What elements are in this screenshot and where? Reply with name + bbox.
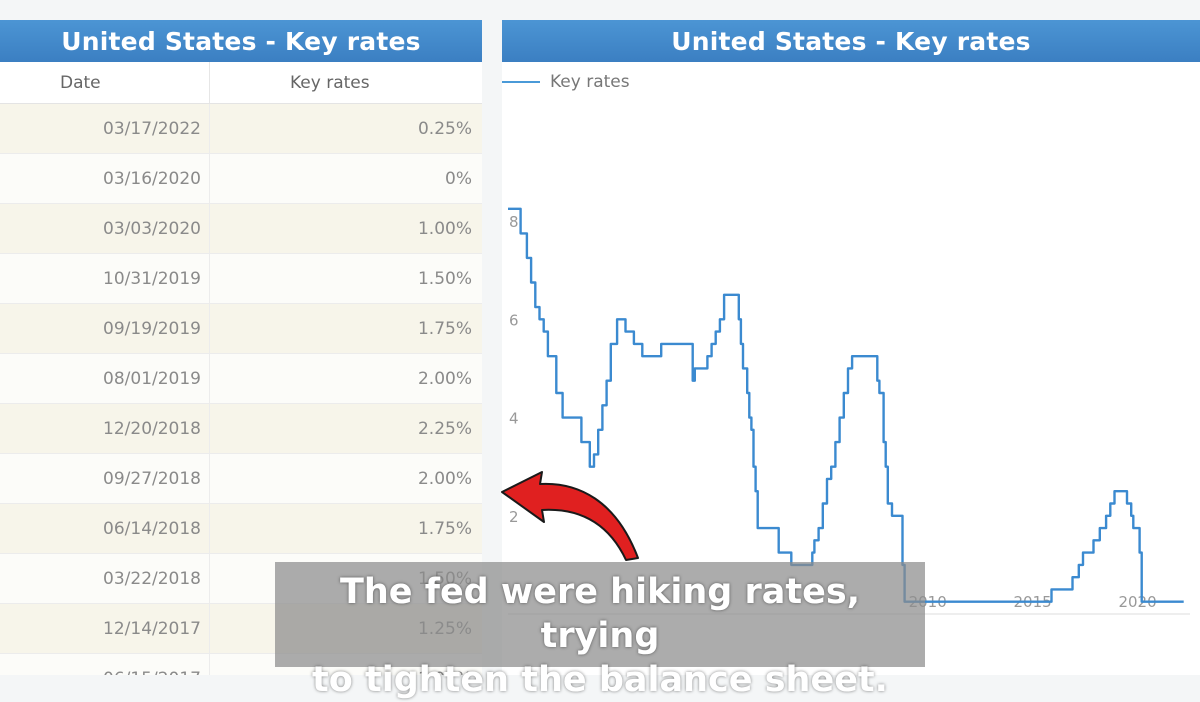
table-column-headers: Date Key rates [0,62,482,104]
y-tick-label: 8 [509,213,519,231]
table-row[interactable]: 12/20/2018 2.25% [0,404,482,454]
key-rates-table-panel: United States - Key rates Date Key rates… [0,20,482,675]
y-tick-label: 2 [509,508,519,526]
y-tick-label: 4 [509,410,519,428]
cell-date: 06/14/2018 [0,504,210,553]
cell-date: 03/22/2018 [0,554,210,603]
cell-date: 12/14/2017 [0,604,210,653]
legend-label: Key rates [550,72,630,92]
cell-rate: 1.00% [417,218,472,239]
cell-date: 09/27/2018 [0,454,210,503]
cell-rate: 1.00% [210,669,482,676]
x-tick-label: 2020 [1118,593,1156,611]
table-body: 03/17/2022 0.25% 03/16/2020 0% 03/03/2020 1.0… [0,104,482,675]
cell-date: 03/03/2020 [0,204,210,253]
cell-rate: 2.00% [417,468,472,489]
cell-date: 10/31/2019 [0,254,210,303]
cell-rate: 0% [445,168,472,189]
table-row[interactable]: 03/17/2022 0.25% [0,104,482,154]
table-row[interactable]: 09/27/2018 2.00% [0,454,482,504]
table-row[interactable]: 09/19/2019 1.75% [0,304,482,354]
cell-rate: 2.00% [417,368,472,389]
caption-line-2: to tighten the balance sheet. [312,660,888,700]
cell-date: 06/15/2017 [0,654,210,675]
table-row[interactable]: 10/31/2019 1.50% [0,254,482,304]
cell-date: 09/19/2019 [0,304,210,353]
table-row[interactable]: 03/16/2020 0% [0,154,482,204]
red-arrow-icon [501,471,639,561]
cell-date: 12/20/2018 [0,404,210,453]
table-row[interactable]: 06/14/2018 1.75% [0,504,482,554]
cell-date: 08/01/2019 [0,354,210,403]
table-row[interactable]: 03/03/2020 1.00% [0,204,482,254]
cell-rate: 1.75% [417,318,472,339]
column-header-date[interactable]: Date [0,62,210,103]
chart-title: United States - Key rates [502,20,1200,62]
table-title: United States - Key rates [0,20,482,62]
video-caption: The fed were hiking rates, trying to tig… [275,562,925,700]
cell-rate: 0.25% [417,118,472,139]
column-header-key-rates[interactable]: Key rates [290,72,370,93]
table-row[interactable]: 08/01/2019 2.00% [0,354,482,404]
legend-swatch [502,81,540,83]
chart-legend[interactable]: Key rates [502,72,630,92]
y-tick-label: 6 [509,311,519,329]
cell-rate: 1.50% [417,268,472,289]
cell-date: 03/17/2022 [0,104,210,153]
caption-line-1: The fed were hiking rates, trying [340,572,860,656]
cell-rate: 1.75% [417,518,472,539]
cell-rate: 2.25% [417,418,472,439]
cell-date: 03/16/2020 [0,154,210,203]
series-line-key-rates[interactable] [508,207,1184,603]
